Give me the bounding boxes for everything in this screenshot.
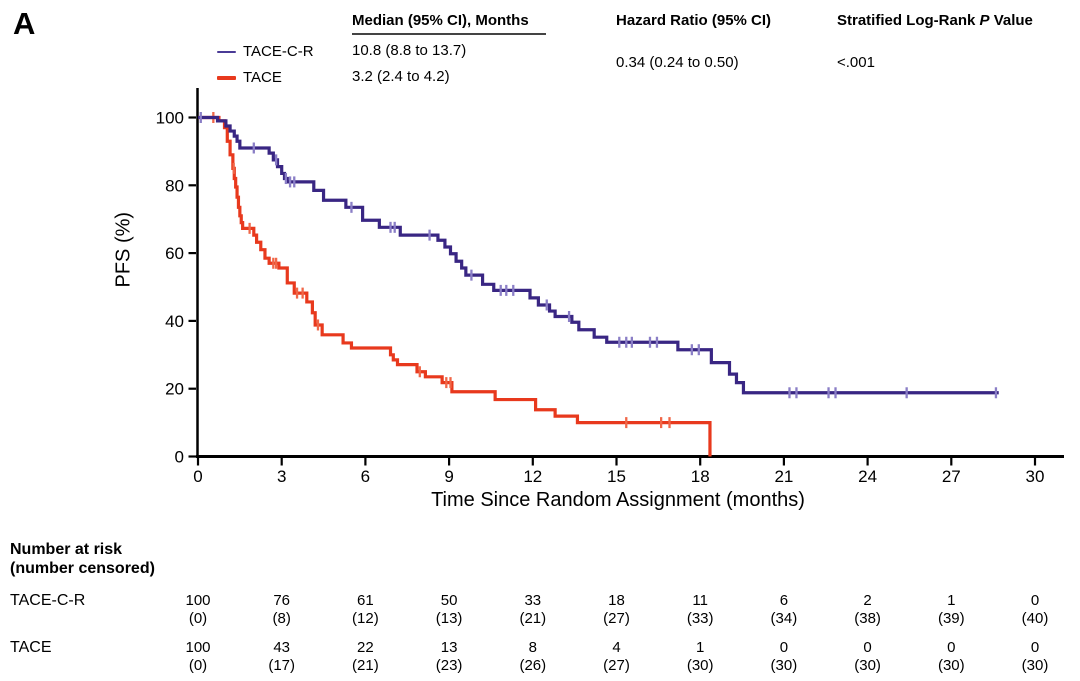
risk-value: 61: [357, 592, 374, 609]
legend-item-tace-c-r: TACE-C-R: [217, 43, 314, 60]
stats-header-median: Median (95% CI), Months: [352, 12, 529, 29]
y-tick-label: 20: [165, 380, 184, 399]
risk-censored-value: (30): [1021, 657, 1049, 674]
stats-header-hazard-ratio: Hazard Ratio (95% CI): [616, 12, 772, 29]
legend-item-tace: TACE: [217, 69, 314, 86]
risk-table-header: Number at risk (number censored): [10, 541, 155, 577]
y-tick-label: 100: [156, 109, 184, 128]
risk-value: 0: [947, 639, 956, 656]
risk-censored-value: (12): [352, 610, 379, 627]
risk-row-label: TACE-C-R: [10, 592, 86, 609]
y-tick-label: 0: [175, 448, 184, 467]
risk-value: 0: [779, 639, 789, 656]
risk-censored-value: (0): [188, 610, 208, 627]
risk-value: 2: [863, 592, 872, 609]
risk-value: 50: [440, 592, 458, 609]
risk-value: 22: [357, 639, 374, 656]
x-tick-label: 24: [858, 467, 877, 486]
risk-value: 43: [273, 639, 291, 656]
risk-censored-value: (13): [435, 610, 463, 627]
risk-value: 13: [440, 639, 458, 656]
risk-value: 100: [185, 639, 211, 656]
risk-censored-value: (38): [854, 610, 881, 627]
y-tick-label: 80: [165, 176, 184, 195]
x-axis-label: Time Since Random Assignment (months): [431, 489, 805, 511]
risk-censored-value: (27): [603, 657, 630, 674]
risk-value: 0: [1030, 639, 1040, 656]
x-tick-label: 6: [361, 467, 370, 486]
risk-value: 1: [947, 592, 956, 609]
risk-censored-value: (21): [352, 657, 379, 674]
risk-censored-value: (8): [272, 610, 291, 627]
median-value-tace-c-r: 10.8 (8.8 to 13.7): [352, 42, 467, 59]
km-plot: 0 20 40 60 80 100 0 3 6 9 12 15 18 21 24 27 30: [156, 88, 1064, 486]
risk-value: 0: [1030, 592, 1040, 609]
risk-value: 0: [863, 639, 872, 656]
hazard-ratio-value: 0.34 (0.24 to 0.50): [616, 54, 739, 71]
x-tick-label: 30: [1026, 467, 1045, 486]
risk-censored-value: (17): [268, 657, 296, 674]
x-tick-label: 27: [942, 467, 961, 486]
km-curve-tace-c-r: [198, 115, 999, 395]
risk-value: 76: [273, 592, 291, 609]
risk-censored-value: (26): [519, 657, 547, 674]
y-tick-label: 40: [165, 312, 184, 331]
risk-censored-value: (40): [1021, 610, 1049, 627]
x-tick-label: 15: [607, 467, 626, 486]
x-tick-label: 18: [691, 467, 710, 486]
risk-value: 100: [185, 592, 211, 609]
km-curve-tace: [198, 115, 712, 457]
risk-censored-value: (27): [603, 610, 630, 627]
risk-censored-value: (0): [188, 657, 208, 674]
risk-censored-value: (30): [686, 657, 714, 674]
risk-censored-value: (33): [686, 610, 714, 627]
x-tick-label: 21: [774, 467, 793, 486]
tace-line-swatch: [217, 75, 236, 80]
tace-c-r-line-swatch: [217, 50, 236, 53]
stats-header-pvalue: Stratified Log-Rank P Value: [837, 12, 1033, 29]
x-tick-label: 3: [277, 467, 286, 486]
risk-censored-value: (23): [435, 657, 463, 674]
stats-rule: [352, 33, 546, 35]
risk-censored-value: (21): [519, 610, 547, 627]
y-axis-label: PFS (%): [112, 211, 135, 288]
median-value-tace: 3.2 (2.4 to 4.2): [352, 68, 450, 85]
x-tick-label: 12: [523, 467, 542, 486]
legend-label-tace: TACE: [243, 69, 282, 86]
p-value: <.001: [837, 54, 875, 71]
risk-value: 8: [528, 639, 537, 656]
risk-censored-value: (30): [937, 657, 965, 674]
legend-label-tace-c-r: TACE-C-R: [243, 43, 314, 60]
panel-label: A: [13, 6, 36, 41]
risk-value: 4: [612, 639, 621, 656]
x-tick-label: 9: [444, 467, 453, 486]
risk-censored-value: (34): [770, 610, 798, 627]
risk-value: 1: [696, 639, 705, 656]
risk-censored-value: (39): [937, 610, 965, 627]
risk-censored-value: (30): [770, 657, 798, 674]
risk-censored-value: (30): [854, 657, 881, 674]
y-tick-label: 60: [165, 244, 184, 263]
risk-value: 33: [524, 592, 542, 609]
x-tick-label: 0: [193, 467, 202, 486]
legend: TACE-C-R TACE: [217, 43, 314, 86]
risk-value: 18: [608, 592, 625, 609]
risk-value: 6: [779, 592, 789, 609]
risk-row-label: TACE: [10, 639, 52, 656]
risk-value: 11: [692, 592, 708, 609]
